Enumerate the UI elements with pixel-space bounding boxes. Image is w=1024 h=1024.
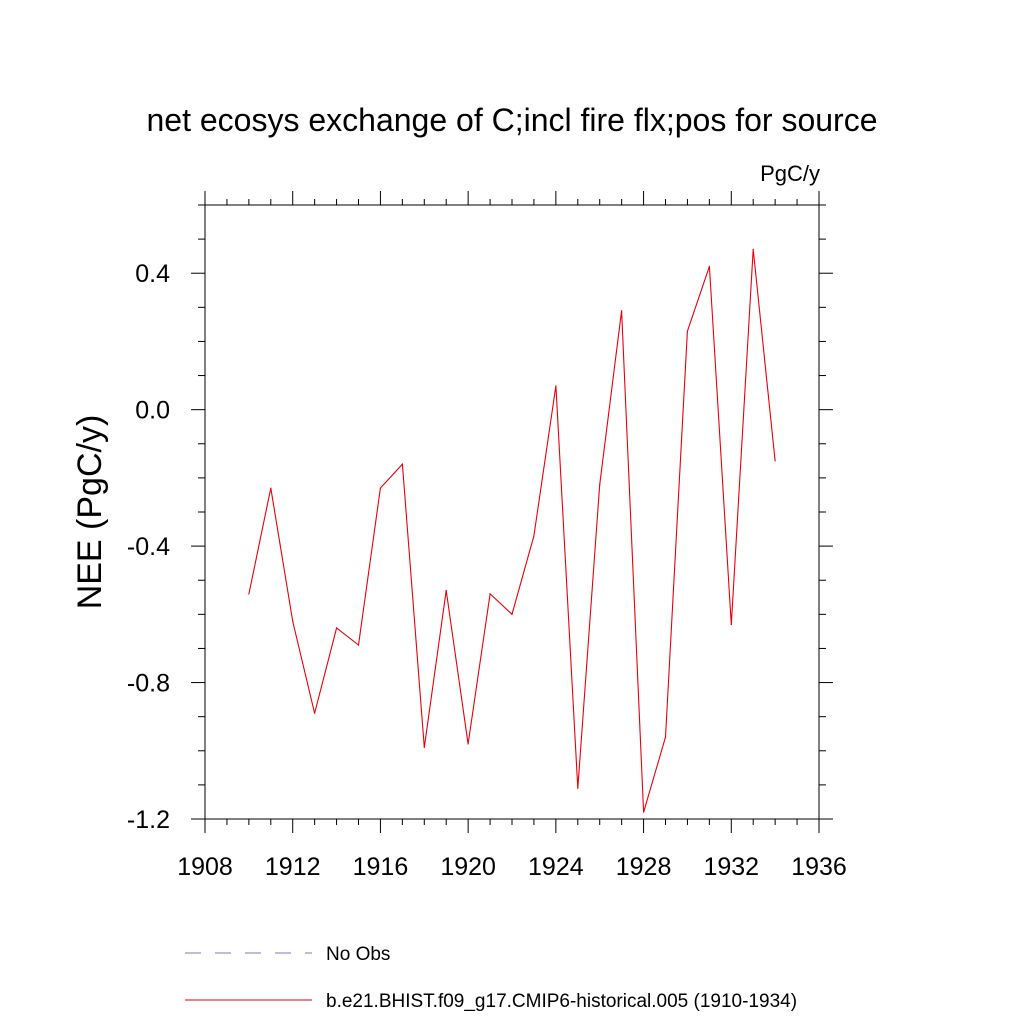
data-point <box>730 623 732 626</box>
data-point <box>511 613 513 615</box>
series-layer <box>248 248 776 813</box>
legend: No Obs b.e21.BHIST.f09_g17.CMIP6-histori… <box>185 944 797 1012</box>
data-point <box>664 736 667 738</box>
axis-tick-labels: 1908 1912 1916 1920 1924 1928 1932 1936 -1.2 -0.8… <box>127 260 847 881</box>
data-point <box>489 593 491 595</box>
data-point <box>774 460 776 462</box>
x-tick-label: 1928 <box>616 853 672 881</box>
x-tick-label: 1912 <box>265 853 321 881</box>
legend-label-historical: b.e21.BHIST.f09_g17.CMIP6-historical.005… <box>326 991 797 1012</box>
series-line-historical <box>248 249 776 813</box>
axis-ticks <box>191 191 833 833</box>
x-tick-label: 1936 <box>791 853 847 881</box>
y-tick-label: -1.2 <box>127 806 170 834</box>
data-point <box>621 310 623 312</box>
data-point <box>292 620 294 622</box>
plot-frame <box>204 204 820 820</box>
data-point <box>708 265 710 267</box>
chart-title: net ecosys exchange of C;incl fire flx;p… <box>146 102 877 138</box>
x-tick-label: 1924 <box>528 853 584 881</box>
units-label: PgC/y <box>760 161 820 186</box>
y-tick-label: 0.0 <box>135 397 170 425</box>
y-axis-label: NEE (PgC/y) <box>71 415 109 610</box>
data-point <box>555 385 557 387</box>
x-tick-label: 1920 <box>440 853 496 881</box>
y-tick-label: 0.4 <box>135 260 170 288</box>
data-point <box>379 487 382 489</box>
data-point <box>248 593 250 595</box>
data-point <box>314 712 316 714</box>
y-tick-label: -0.8 <box>127 670 170 698</box>
data-point <box>533 535 535 537</box>
data-point <box>423 746 425 748</box>
x-tick-label: 1916 <box>353 853 409 881</box>
data-point <box>752 248 754 250</box>
data-point <box>357 644 360 646</box>
data-point <box>642 811 645 813</box>
data-point <box>270 487 272 489</box>
y-tick-label: -0.4 <box>127 533 170 561</box>
data-point <box>577 787 579 789</box>
data-point <box>335 627 338 629</box>
data-point <box>445 589 447 592</box>
data-point <box>599 484 601 486</box>
data-point <box>686 330 689 332</box>
x-tick-label: 1932 <box>703 853 759 881</box>
legend-label-no-obs: No Obs <box>326 944 390 965</box>
x-tick-label: 1908 <box>177 853 233 881</box>
data-point <box>401 463 403 465</box>
data-point <box>467 743 469 745</box>
